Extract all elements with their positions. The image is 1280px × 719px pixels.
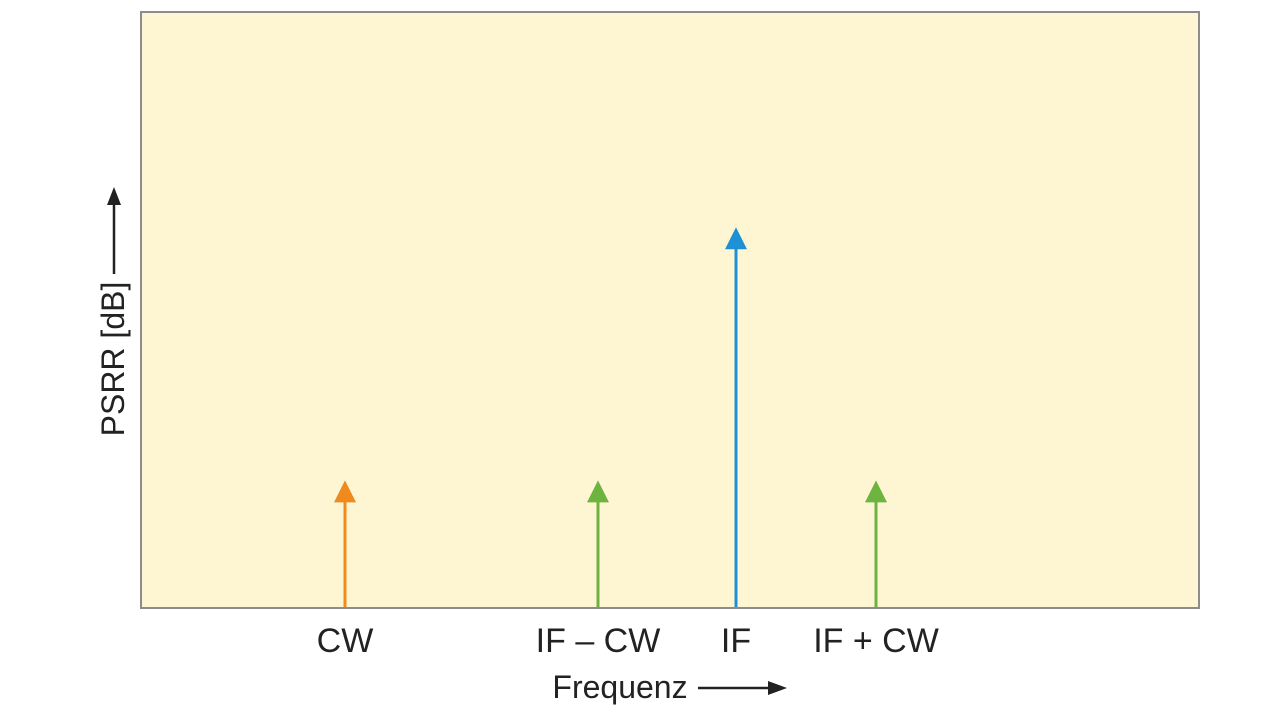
plot-area <box>140 11 1200 609</box>
spectral-line-if-cw <box>587 480 609 607</box>
spectral-line-if-cw <box>865 480 887 607</box>
x-tick-label-if: IF <box>721 622 751 660</box>
spectral-line-arrowhead <box>725 227 747 250</box>
x-axis-arrowhead <box>768 681 787 695</box>
x-tick-label-if-cw: IF – CW <box>536 622 661 660</box>
y-axis-label-group: PSRR [dB] <box>95 187 131 436</box>
spectral-line-if <box>725 227 747 607</box>
x-axis-label: Frequenz <box>552 669 687 705</box>
x-axis-label-group: Frequenz <box>552 669 787 705</box>
spectral-line-arrowhead <box>587 480 609 503</box>
x-tick-labels: CW IF – CW IF IF + CW <box>317 622 939 660</box>
spectral-line-arrowhead <box>334 480 356 503</box>
chart-marks <box>334 227 887 607</box>
x-tick-label-if-cw: IF + CW <box>813 622 939 660</box>
spectral-line-arrowhead <box>865 480 887 503</box>
y-axis-arrowhead <box>107 187 121 205</box>
spectral-line-cw <box>334 480 356 607</box>
y-axis-label: PSRR [dB] <box>95 282 131 437</box>
x-tick-label-cw: CW <box>317 622 374 660</box>
